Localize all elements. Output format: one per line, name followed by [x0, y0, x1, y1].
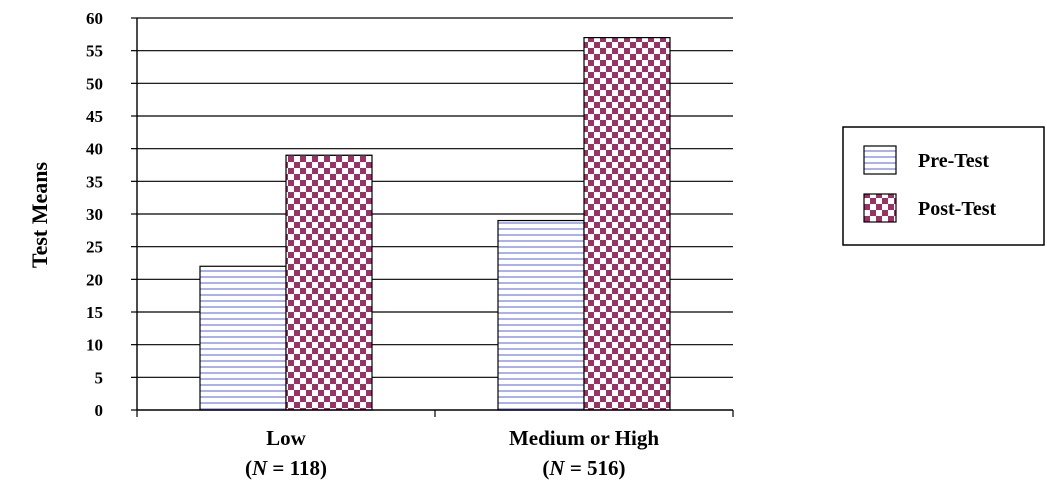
- bar-post-test-1: [583, 36, 671, 411]
- n-prefix: (: [542, 456, 549, 480]
- y-tick-label: 35: [86, 172, 103, 191]
- bar-post-test-0: [285, 154, 373, 411]
- legend-swatch-pre-test: [863, 145, 897, 175]
- n-value: = 118): [267, 456, 327, 480]
- y-axis-ticks: 0 5 10 15 20 25 30 35 40 45 50 55 60: [86, 9, 137, 420]
- category-label: Medium or High: [509, 426, 659, 450]
- y-tick-label: 40: [86, 140, 103, 159]
- y-tick-label: 10: [86, 336, 103, 355]
- y-tick-label: 30: [86, 205, 103, 224]
- n-value: = 516): [565, 456, 626, 480]
- bars: [199, 36, 671, 411]
- y-tick-label: 50: [86, 74, 103, 93]
- y-tick-label: 0: [95, 401, 104, 420]
- axes: [136, 18, 734, 417]
- legend-box: [842, 126, 1045, 246]
- y-axis-title: Test Means: [27, 161, 52, 268]
- legend-swatch-post-test: [863, 193, 897, 223]
- y-tick-label: 60: [86, 9, 103, 28]
- n-symbol: N: [251, 456, 268, 480]
- y-tick-label: 15: [86, 303, 103, 322]
- y-tick-label: 55: [86, 42, 103, 61]
- y-tick-label: 5: [95, 368, 104, 387]
- y-tick-label: 45: [86, 107, 103, 126]
- n-prefix: (: [245, 456, 252, 480]
- legend: Pre-Test Post-Test: [842, 126, 1045, 246]
- y-tick-label: 20: [86, 270, 103, 289]
- category-n-label: (N = 118): [245, 456, 327, 480]
- legend-label: Post-Test: [918, 198, 996, 220]
- category-n-label: (N = 516): [542, 456, 625, 480]
- y-tick-label: 25: [86, 238, 103, 257]
- bar-pre-test-1: [497, 219, 585, 411]
- legend-label: Pre-Test: [918, 150, 989, 172]
- category-labels: Low(N = 118)Medium or High(N = 516): [245, 426, 659, 480]
- bar-pre-test-0: [199, 265, 287, 411]
- n-symbol: N: [548, 456, 565, 480]
- category-label: Low: [266, 426, 307, 450]
